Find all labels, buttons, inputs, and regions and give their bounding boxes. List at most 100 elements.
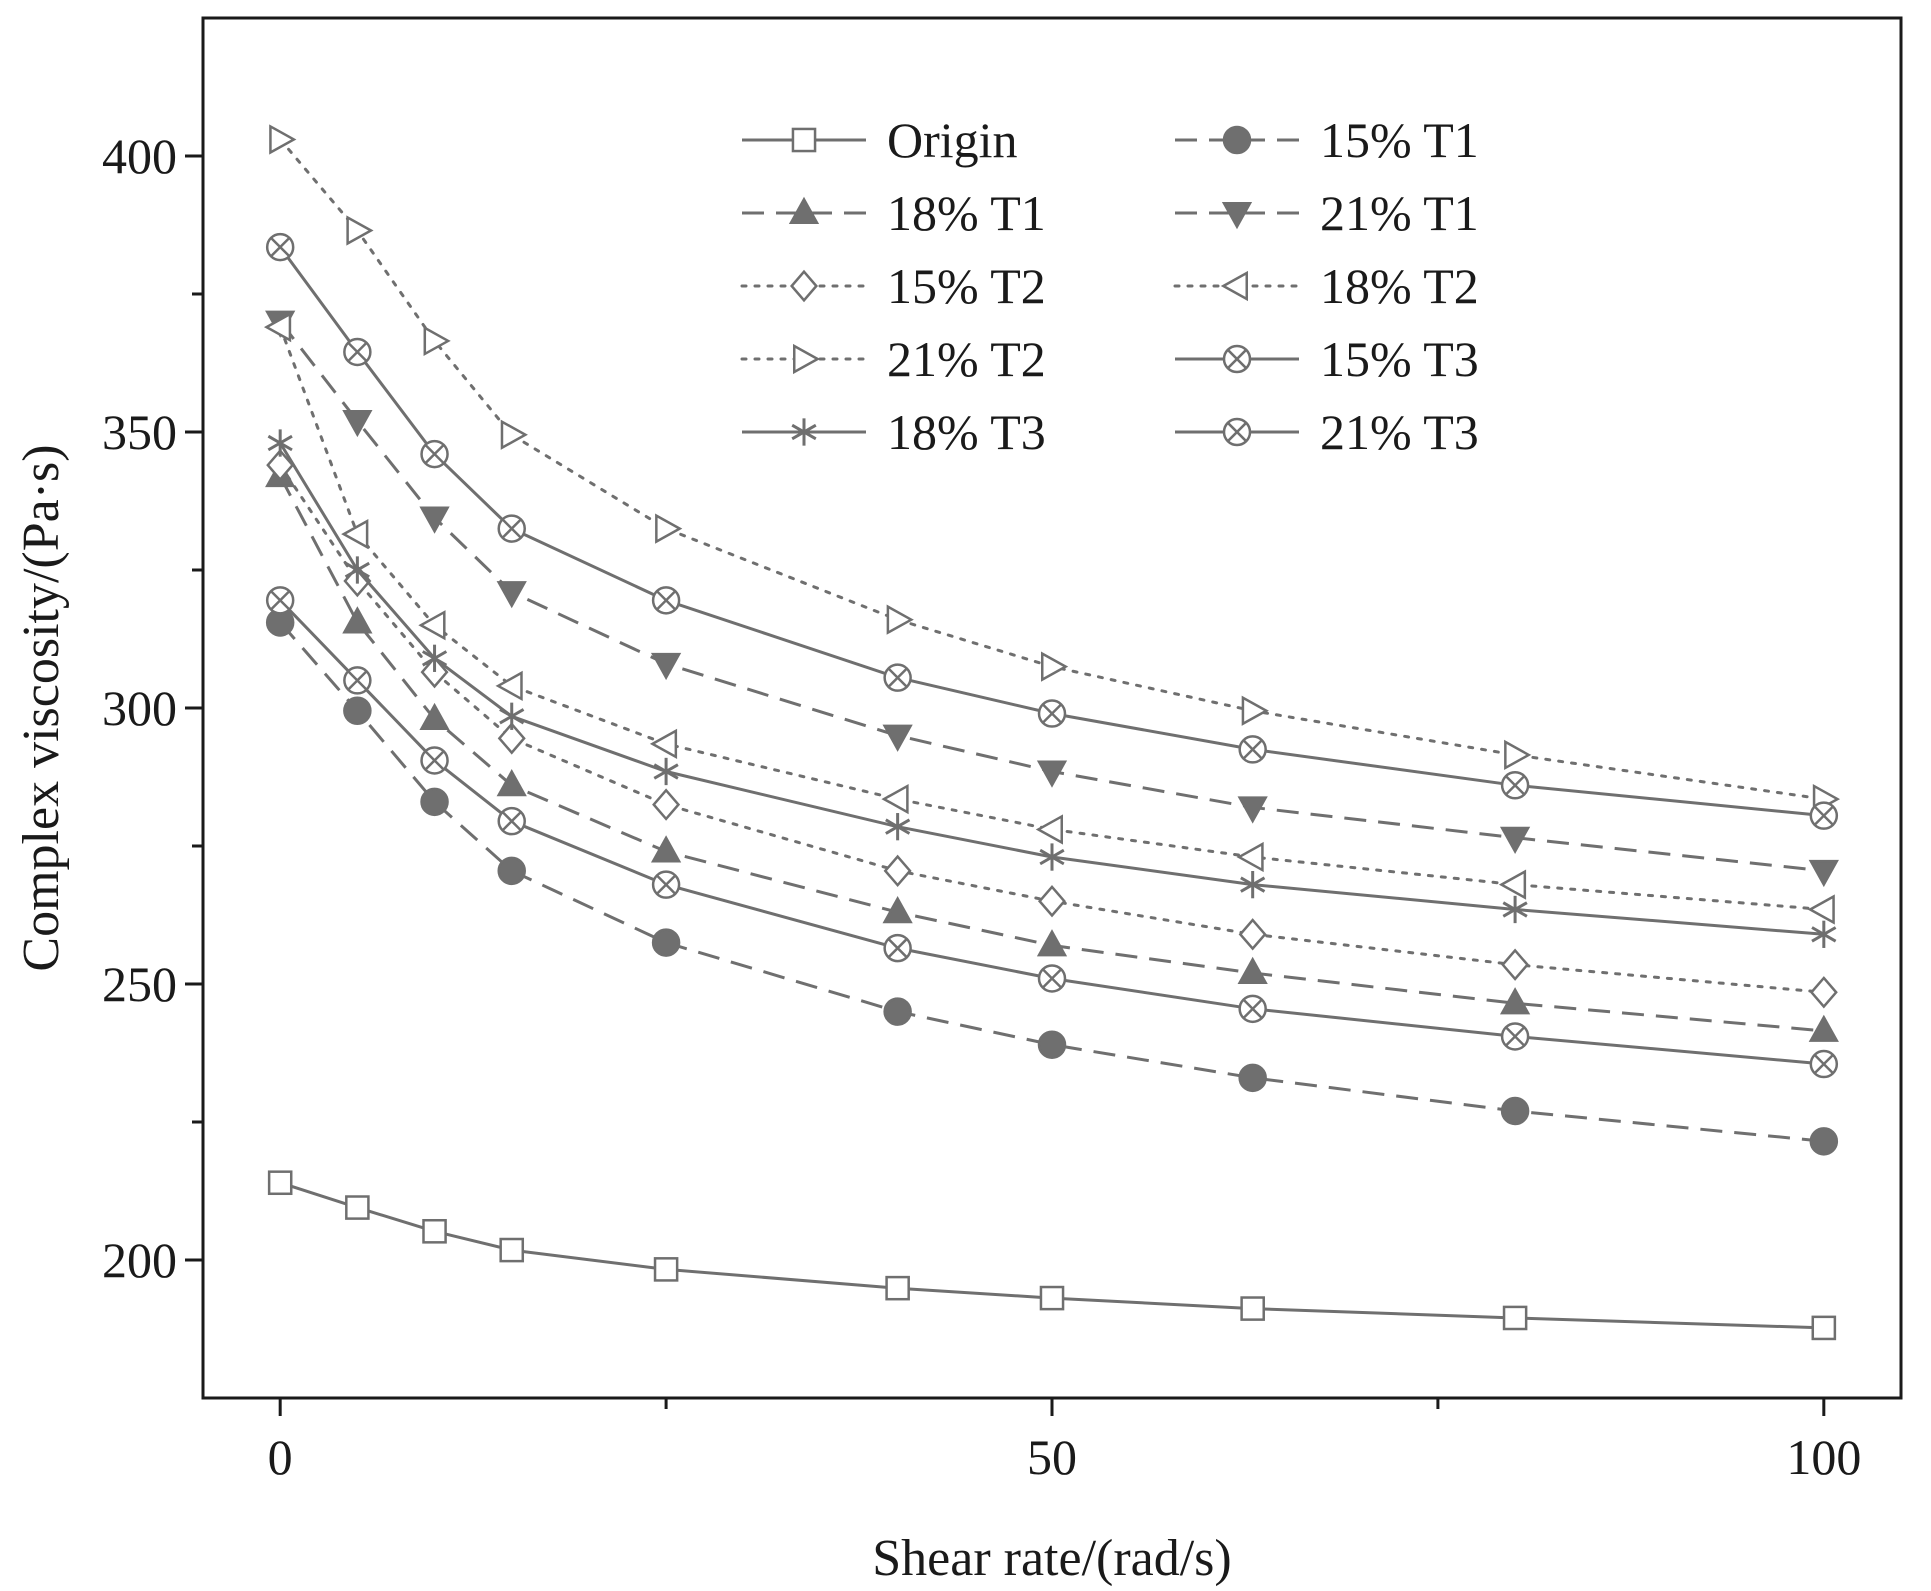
data-point-18pct-t3 (1502, 895, 1528, 924)
marker-shape (1502, 1305, 1528, 1331)
marker-shape (886, 604, 914, 635)
marker-spoke (1811, 926, 1837, 943)
marker-spoke (1502, 901, 1528, 918)
y-axis-title: Complex viscosity/(Pa·s) (13, 444, 70, 971)
data-point-18pct-t2 (263, 311, 292, 343)
marker-cross (347, 341, 368, 363)
data-point-18pct-t2 (341, 518, 369, 550)
data-point-origin (267, 1170, 293, 1196)
data-point-18pct-t3 (421, 644, 448, 672)
data-point-15pct-t2 (1501, 948, 1530, 981)
series-18pct-t2 (263, 311, 1835, 925)
data-point-15pct-t2 (1037, 884, 1067, 918)
marker-shape (881, 783, 909, 815)
marker-shape (496, 581, 527, 609)
marker-shape (1809, 1127, 1839, 1156)
marker-shape (1808, 1014, 1839, 1042)
data-point-21pct-t3 (1500, 771, 1530, 800)
data-point-18pct-t1 (882, 896, 913, 924)
marker-shape (422, 1218, 447, 1244)
data-point-15pct-t2 (652, 788, 681, 821)
x-tick-label: 50 (1027, 1429, 1077, 1485)
data-point-18pct-t2 (1035, 814, 1063, 845)
y-tick-label: 250 (102, 956, 177, 1012)
data-point-15pct-t3 (497, 806, 526, 836)
data-point-18pct-t1 (1237, 956, 1268, 984)
marker-spoke (499, 708, 525, 725)
legend-entry-18pct-t1: 18% T1 (742, 185, 1046, 241)
marker-shape (341, 518, 369, 550)
data-point-18pct-t3 (267, 429, 293, 457)
x-tick-label: 100 (1786, 1429, 1861, 1485)
data-point-15pct-t1 (1809, 1127, 1839, 1156)
marker-shape (1809, 976, 1838, 1009)
legend-marker (1220, 270, 1248, 302)
marker-spoke (1039, 848, 1065, 866)
data-point-18pct-t2 (1498, 869, 1527, 900)
marker-shape (418, 610, 446, 641)
marker-spoke (267, 434, 293, 452)
legend-marker (791, 418, 817, 446)
data-point-18pct-t2 (495, 670, 523, 702)
data-point-18pct-t1 (1499, 987, 1531, 1015)
data-point-15pct-t3 (420, 746, 449, 775)
marker-shape (1501, 948, 1530, 981)
marker-shape (497, 722, 526, 755)
marker-shape (1504, 739, 1532, 771)
data-point-21pct-t1 (496, 581, 527, 609)
marker-shape (496, 769, 527, 797)
marker-cross (270, 237, 291, 258)
data-point-21pct-t3 (883, 663, 912, 692)
data-point-21pct-t1 (419, 506, 450, 534)
data-point-origin (1811, 1315, 1837, 1341)
series-line-21pct-t3 (278, 246, 1824, 818)
marker-cross (1505, 1026, 1526, 1047)
data-point-21pct-t2 (1504, 739, 1532, 771)
series-21pct-t1 (265, 310, 1839, 888)
data-point-21pct-t3 (1238, 735, 1267, 764)
data-point-15pct-t3 (651, 870, 681, 899)
marker-shape (419, 506, 450, 534)
data-point-15pct-t1 (420, 787, 449, 817)
marker-shape (649, 728, 678, 760)
data-point-18pct-t1 (496, 769, 527, 797)
marker-cross (1813, 805, 1834, 826)
data-point-origin (885, 1275, 910, 1301)
data-point-21pct-t1 (1808, 859, 1839, 888)
data-point-18pct-t1 (419, 702, 450, 731)
marker-shape (1498, 869, 1527, 900)
marker-shape (495, 670, 523, 702)
legend-label: 15% T3 (1320, 331, 1479, 387)
series-18pct-t3 (267, 429, 1837, 948)
data-point-18pct-t2 (1236, 841, 1264, 873)
marker-shape (788, 196, 820, 224)
marker-shape (1808, 859, 1839, 888)
marker-cross (1813, 1053, 1834, 1075)
marker-cross (347, 670, 368, 691)
data-point-15pct-t3 (343, 666, 372, 695)
data-point-15pct-t1 (1238, 1063, 1267, 1093)
marker-spoke (791, 423, 817, 441)
marker-cross (656, 590, 677, 611)
data-point-origin (345, 1195, 370, 1220)
marker-shape (1500, 1096, 1530, 1126)
axes-layer: 0 50 100 200 250 300 350 400 (102, 128, 1861, 1485)
marker-shape (655, 513, 683, 544)
legend-label: 21% T2 (887, 331, 1046, 387)
data-point-21pct-t3 (651, 586, 681, 615)
data-point-15pct-t3 (1500, 1022, 1530, 1051)
legend-label: 18% T2 (1320, 258, 1479, 314)
marker-shape (650, 835, 682, 863)
marker-shape (342, 606, 373, 634)
data-point-15pct-t1 (1500, 1096, 1530, 1126)
series-line-18pct-t3 (278, 442, 1824, 936)
marker-shape (1039, 1285, 1065, 1311)
data-point-18pct-t2 (649, 728, 678, 760)
y-tick-label: 400 (102, 128, 177, 184)
data-point-15pct-t2 (266, 448, 295, 482)
data-point-21pct-t1 (1237, 796, 1268, 824)
legend-entry-18pct-t3: 18% T3 (742, 404, 1046, 460)
data-point-18pct-t3 (344, 556, 370, 584)
marker-shape (345, 1195, 370, 1220)
